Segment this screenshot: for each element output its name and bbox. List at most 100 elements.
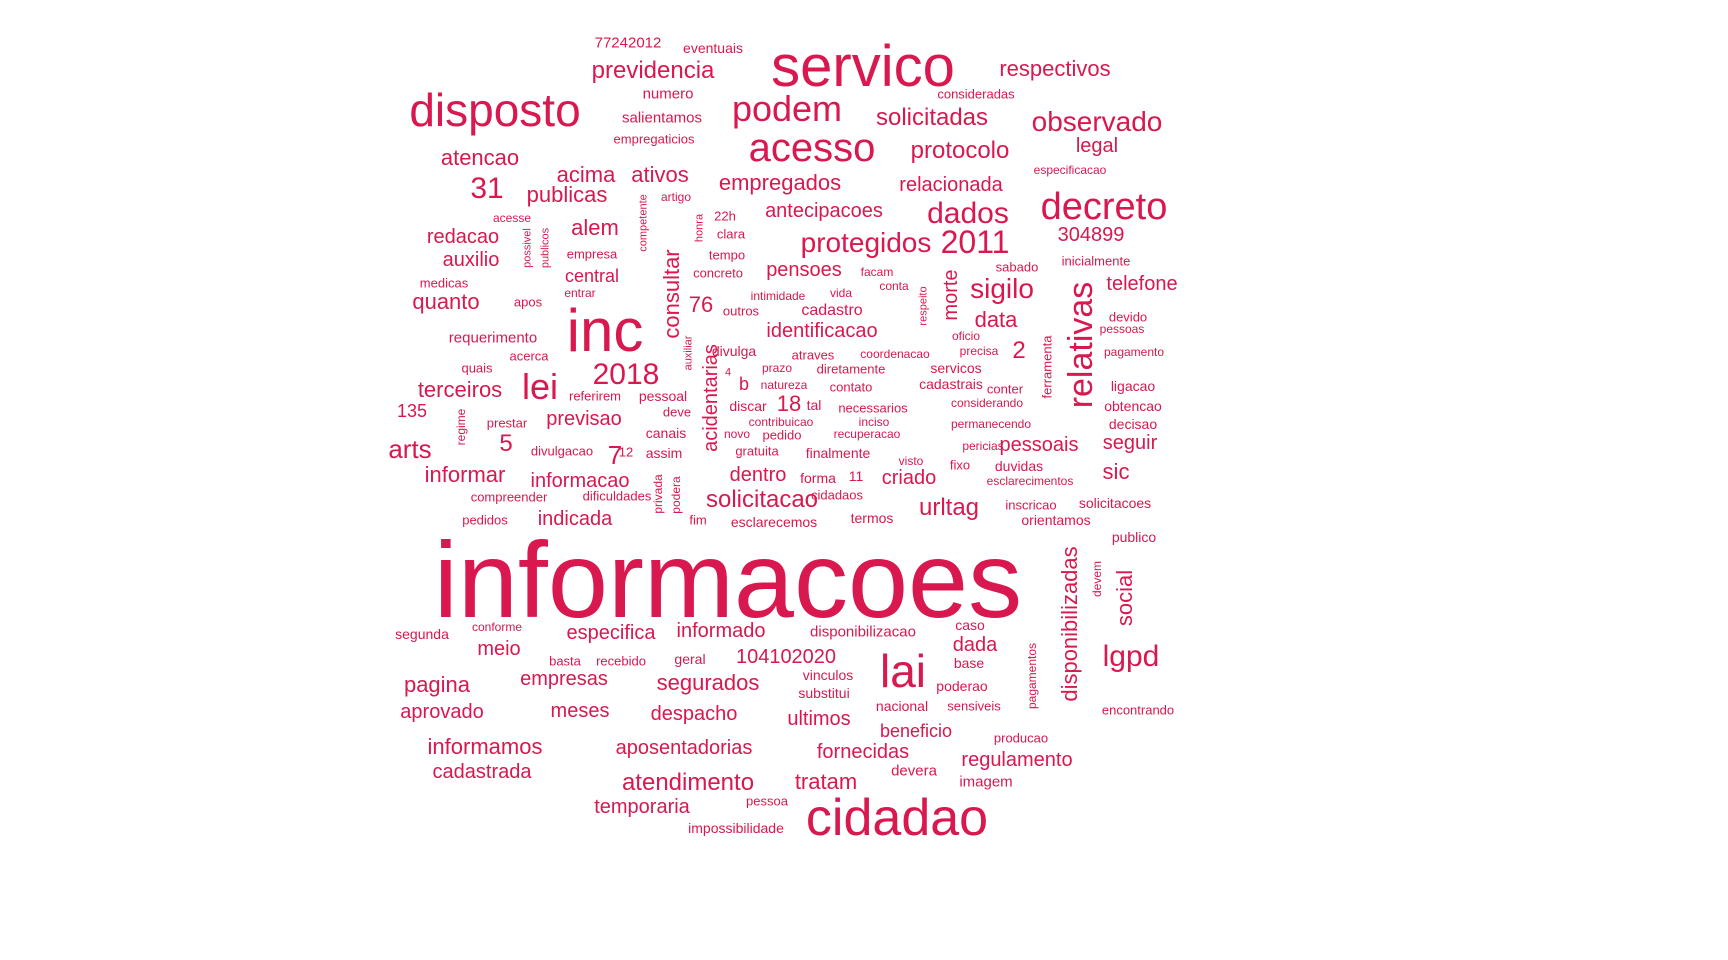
word-64: segurados [656, 670, 760, 695]
word-31: alem [571, 215, 619, 240]
word-156: divulgacao [530, 443, 594, 459]
word-62: informado [676, 620, 766, 642]
word-162: visto [898, 454, 924, 468]
word-137: referirem [568, 388, 622, 404]
word-190: base [953, 655, 985, 671]
word-12: protegidos [800, 227, 932, 258]
word-1: servico [771, 34, 955, 99]
word-199: devera [891, 762, 937, 780]
word-125: quais [461, 360, 493, 376]
word-138: pessoal [638, 388, 688, 404]
word-179: orientamos [1021, 512, 1091, 528]
word-50: dentro [729, 464, 787, 486]
word-107: medicas [419, 275, 469, 291]
word-47: previsao [546, 408, 622, 430]
word-186: pagamentos [1025, 642, 1039, 710]
word-114: outros [722, 303, 760, 319]
word-36: pensoes [766, 259, 842, 281]
word-117: requerimento [448, 329, 538, 347]
word-52: criado [881, 467, 937, 489]
word-120: oficio [951, 329, 981, 343]
word-176: fim [689, 512, 707, 528]
word-99: 22h [714, 208, 736, 224]
word-146: prestar [486, 415, 528, 431]
word-160: finalmente [805, 445, 871, 461]
word-189: geral [674, 651, 706, 667]
word-17: previdencia [591, 57, 715, 84]
word-3: disposto [409, 84, 581, 136]
word-90: empregaticios [613, 131, 695, 147]
word-110: intimidade [750, 289, 806, 303]
word-29: legal [1075, 135, 1119, 157]
word-77: cadastrada [432, 761, 532, 783]
word-38: 304899 [1057, 224, 1125, 246]
word-159: gratuita [735, 443, 779, 459]
word-195: sensiveis [947, 698, 1001, 714]
word-70: despacho [650, 703, 738, 725]
word-172: cidadaos [810, 487, 864, 503]
word-8: podem [731, 88, 843, 129]
word-67: pagina [403, 672, 471, 697]
word-55: sic [1102, 459, 1130, 484]
word-9: relativas [1062, 281, 1100, 409]
word-170: privada [651, 474, 665, 514]
word-134: conter [986, 381, 1024, 397]
word-13: 2018 [592, 358, 660, 391]
word-202: impossibilidade [688, 820, 784, 836]
word-198: producao [993, 730, 1049, 746]
word-65: empresas [520, 668, 608, 690]
word-188: recebido [596, 653, 646, 669]
word-178: termos [850, 510, 894, 526]
word-27: empregados [718, 170, 842, 195]
word-136: 135 [396, 401, 428, 421]
word-53: urltag [918, 494, 980, 521]
word-196: encontrando [1101, 702, 1175, 718]
word-135: ligacao [1110, 378, 1156, 394]
word-95: acesse [492, 211, 532, 225]
word-121: precisa [959, 344, 999, 358]
word-25: ativos [631, 162, 689, 187]
word-174: solicitacoes [1078, 495, 1152, 511]
word-147: contribuicao [748, 415, 814, 429]
word-128: pagamento [1103, 345, 1165, 359]
word-6: decreto [1040, 186, 1168, 228]
word-201: pessoa [746, 793, 788, 809]
word-43: terceiros [417, 377, 503, 402]
word-78: atendimento [621, 769, 755, 796]
word-42: 2 [1012, 337, 1026, 364]
word-26: publicas [526, 182, 608, 207]
word-63: 104102020 [735, 646, 837, 668]
word-15: lgpd [1102, 640, 1160, 673]
word-101: honra [693, 213, 706, 243]
word-152: pedido [762, 427, 802, 443]
word-18: solicitadas [875, 104, 989, 131]
word-126: diretamente [816, 361, 886, 377]
word-49: informacao [530, 470, 630, 492]
word-48: informar [424, 462, 506, 487]
word-106: inicialmente [1061, 253, 1131, 269]
word-74: aposentadorias [615, 737, 753, 759]
word-14: observado [1031, 106, 1163, 137]
word-98: empresa [566, 246, 618, 262]
word-151: novo [723, 427, 751, 441]
word-32: redacao [426, 226, 500, 248]
word-130: natureza [760, 378, 808, 392]
word-153: recuperacao [833, 427, 901, 441]
word-129: 4 [724, 366, 732, 379]
word-56: seguir [1102, 432, 1158, 454]
word-122: coordenacao [860, 347, 930, 361]
word-173: inscricao [1005, 497, 1057, 513]
word-93: artigo [660, 190, 692, 204]
word-35: consultar [659, 249, 684, 339]
word-145: regime [454, 408, 468, 446]
word-80: temporaria [594, 796, 690, 818]
word-86: 77242012 [594, 34, 662, 52]
word-141: discar [729, 398, 767, 414]
word-20: respectivos [999, 56, 1111, 81]
word-143: obtencao [1104, 398, 1162, 414]
word-184: disponibilizacao [810, 623, 916, 641]
word-41: morte [940, 269, 962, 321]
word-94: competente [637, 194, 650, 252]
word-73: informamos [427, 734, 543, 759]
